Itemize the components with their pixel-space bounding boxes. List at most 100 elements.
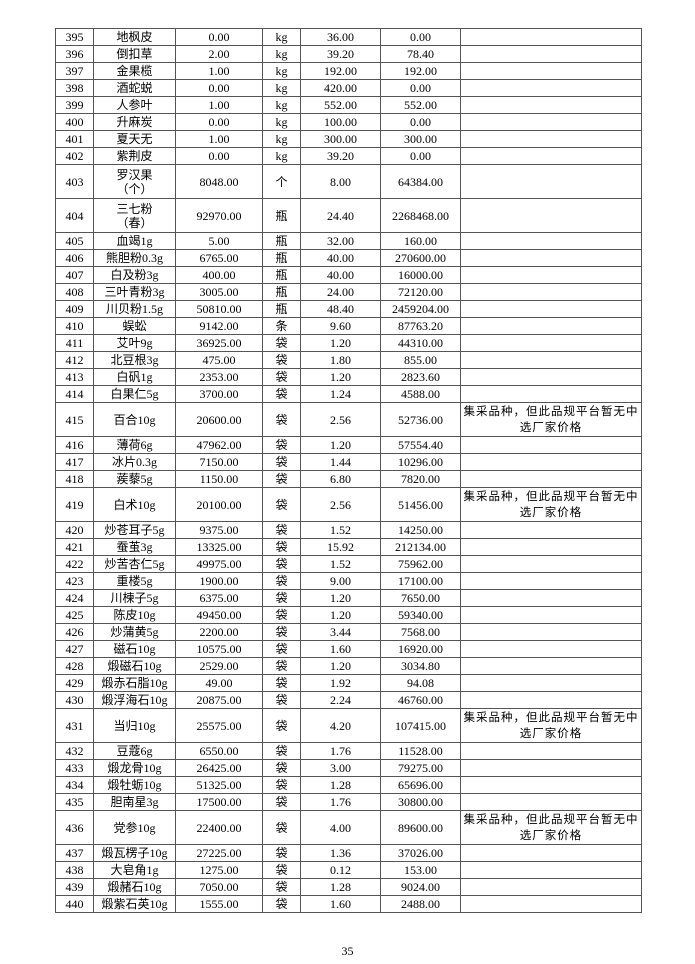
unit-cell: 袋: [262, 385, 301, 403]
note-cell: [460, 130, 642, 148]
drug-name-cell: 白果仁5g: [93, 385, 176, 403]
note-cell: [460, 844, 642, 862]
amount-cell: 212134.00: [380, 538, 461, 556]
table-body: 395 地枫皮 0.00 kg 36.00 0.00 396 倒扣草 2.00 kg 39.20 78…: [55, 28, 642, 913]
drug-name-cell: 煅牡蛎10g: [93, 776, 176, 794]
unit-price-cell: 6.80: [300, 470, 381, 488]
table-row: 409 川贝粉1.5g 50810.00 瓶 48.40 2459204.00: [55, 300, 642, 318]
quantity-cell: 2.00: [175, 45, 263, 63]
quantity-cell: 20600.00: [175, 402, 263, 437]
unit-price-cell: 420.00: [300, 79, 381, 97]
unit-price-cell: 1.20: [300, 589, 381, 607]
quantity-cell: 10575.00: [175, 640, 263, 658]
drug-name-cell: 薄荷6g: [93, 436, 176, 454]
row-number-cell: 419: [55, 487, 94, 522]
drug-name-cell: 紫荆皮: [93, 147, 176, 165]
amount-cell: 37026.00: [380, 844, 461, 862]
unit-cell: 袋: [262, 742, 301, 760]
drug-name-cell: 蒺藜5g: [93, 470, 176, 488]
table-row: 421 蚕茧3g 13325.00 袋 15.92 212134.00: [55, 538, 642, 556]
amount-cell: 17100.00: [380, 572, 461, 590]
quantity-cell: 6375.00: [175, 589, 263, 607]
unit-price-cell: 1.20: [300, 606, 381, 624]
amount-cell: 64384.00: [380, 164, 461, 199]
amount-cell: 46760.00: [380, 691, 461, 709]
row-number-cell: 403: [55, 164, 94, 199]
row-number-cell: 417: [55, 453, 94, 471]
drug-name-cell: 三七粉（春）: [93, 198, 176, 233]
unit-cell: 袋: [262, 606, 301, 624]
quantity-cell: 92970.00: [175, 198, 263, 233]
quantity-cell: 0.00: [175, 28, 263, 46]
row-number-cell: 414: [55, 385, 94, 403]
drug-name-cell: 大皂角1g: [93, 861, 176, 879]
unit-cell: kg: [262, 62, 301, 80]
drug-name-cell: 胆南星3g: [93, 793, 176, 811]
unit-cell: 袋: [262, 674, 301, 692]
note-cell: [460, 861, 642, 879]
row-number-cell: 436: [55, 810, 94, 845]
amount-cell: 59340.00: [380, 606, 461, 624]
table-row: 439 煅赭石10g 7050.00 袋 1.28 9024.00: [55, 878, 642, 896]
table-row: 415 百合10g 20600.00 袋 2.56 52736.00 集采品种，但此品规平台…: [55, 402, 642, 437]
row-number-cell: 410: [55, 317, 94, 335]
table-row: 401 夏天无 1.00 kg 300.00 300.00: [55, 130, 642, 148]
drug-name-cell: 蚕茧3g: [93, 538, 176, 556]
unit-cell: 瓶: [262, 300, 301, 318]
row-number-cell: 407: [55, 266, 94, 284]
row-number-cell: 402: [55, 147, 94, 165]
quantity-cell: 26425.00: [175, 759, 263, 777]
unit-price-cell: 1.28: [300, 776, 381, 794]
note-cell: [460, 623, 642, 641]
drug-name-cell: 倒扣草: [93, 45, 176, 63]
drug-name-cell: 酒蛇蜕: [93, 79, 176, 97]
table-row: 412 北豆根3g 475.00 袋 1.80 855.00: [55, 351, 642, 369]
drug-name-cell: 冰片0.3g: [93, 453, 176, 471]
row-number-cell: 411: [55, 334, 94, 352]
table-row: 437 煅瓦楞子10g 27225.00 袋 1.36 37026.00: [55, 844, 642, 862]
quantity-cell: 49450.00: [175, 606, 263, 624]
note-cell: [460, 96, 642, 114]
drug-name-cell: 白及粉3g: [93, 266, 176, 284]
row-number-cell: 395: [55, 28, 94, 46]
amount-cell: 4588.00: [380, 385, 461, 403]
table-row: 418 蒺藜5g 1150.00 袋 6.80 7820.00: [55, 470, 642, 488]
unit-price-cell: 24.00: [300, 283, 381, 301]
quantity-cell: 36925.00: [175, 334, 263, 352]
row-number-cell: 401: [55, 130, 94, 148]
row-number-cell: 434: [55, 776, 94, 794]
row-number-cell: 400: [55, 113, 94, 131]
note-cell: [460, 759, 642, 777]
unit-cell: 袋: [262, 436, 301, 454]
note-cell: [460, 640, 642, 658]
unit-price-cell: 1.76: [300, 793, 381, 811]
amount-cell: 153.00: [380, 861, 461, 879]
row-number-cell: 429: [55, 674, 94, 692]
unit-cell: 袋: [262, 521, 301, 539]
unit-price-cell: 4.20: [300, 708, 381, 743]
table-row: 408 三叶青粉3g 3005.00 瓶 24.00 72120.00: [55, 283, 642, 301]
amount-cell: 44310.00: [380, 334, 461, 352]
drug-name-cell: 煅浮海石10g: [93, 691, 176, 709]
row-number-cell: 418: [55, 470, 94, 488]
quantity-cell: 3005.00: [175, 283, 263, 301]
table-row: 435 胆南星3g 17500.00 袋 1.76 30800.00: [55, 793, 642, 811]
unit-cell: kg: [262, 79, 301, 97]
quantity-cell: 49975.00: [175, 555, 263, 573]
row-number-cell: 422: [55, 555, 94, 573]
note-cell: 集采品种，但此品规平台暂无中选厂家价格: [460, 487, 642, 522]
unit-cell: 袋: [262, 572, 301, 590]
amount-cell: 87763.20: [380, 317, 461, 335]
note-cell: [460, 674, 642, 692]
amount-cell: 107415.00: [380, 708, 461, 743]
quantity-cell: 1.00: [175, 130, 263, 148]
row-number-cell: 425: [55, 606, 94, 624]
drug-name-cell: 煅赭石10g: [93, 878, 176, 896]
table-row: 427 磁石10g 10575.00 袋 1.60 16920.00: [55, 640, 642, 658]
drug-name-cell: 煅磁石10g: [93, 657, 176, 675]
drug-name-cell: 煅赤石脂10g: [93, 674, 176, 692]
row-number-cell: 408: [55, 283, 94, 301]
amount-cell: 72120.00: [380, 283, 461, 301]
unit-price-cell: 15.92: [300, 538, 381, 556]
note-cell: [460, 113, 642, 131]
